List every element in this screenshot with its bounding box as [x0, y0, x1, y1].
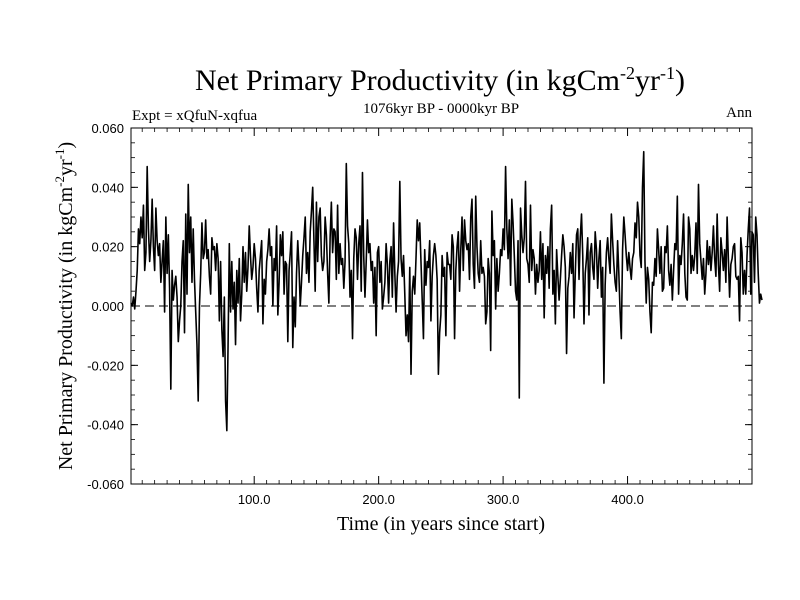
x-axis-label: Time (in years since start) — [337, 513, 545, 535]
y-tick-label: -0.060 — [87, 477, 124, 492]
title-exponent-1: -2 — [620, 63, 635, 83]
title-main: Net Primary Productivity (in kgCm — [195, 64, 620, 97]
ylabel-end: ) — [55, 142, 77, 149]
chart-title: Net Primary Productivity (in kgCm-2yr-1) — [195, 63, 685, 97]
y-tick-label: 0.000 — [91, 299, 124, 314]
ylabel-exponent-2: -1 — [52, 149, 67, 160]
x-axis: 100.0 200.0 300.0 400.0 — [141, 128, 740, 507]
ylabel-main: Net Primary Productivity (in kgCm — [55, 186, 77, 470]
x-tick-label: 200.0 — [362, 492, 395, 507]
ylabel-mid: yr — [55, 159, 77, 176]
y-tick-label: 0.020 — [91, 240, 124, 255]
title-end: ) — [675, 64, 685, 97]
title-exponent-2: -1 — [660, 63, 675, 83]
experiment-label: Expt = xQfuN-xqfua — [132, 108, 257, 124]
npp-series-line — [130, 150, 763, 432]
x-tick-label: 100.0 — [238, 492, 271, 507]
y-axis-label: Net Primary Productivity (in kgCm-2yr-1) — [52, 142, 77, 470]
y-tick-label: -0.040 — [87, 418, 124, 433]
period-label: 1076kyr BP - 0000kyr BP — [363, 101, 519, 117]
y-tick-label: 0.060 — [91, 121, 124, 136]
y-axis: -0.060 -0.040 -0.020 0.000 0.020 0.040 0.060 — [87, 121, 752, 492]
ylabel-exponent-1: -2 — [52, 176, 67, 187]
season-label: Ann — [726, 105, 752, 121]
title-mid: yr — [635, 64, 660, 97]
x-tick-label: 300.0 — [487, 492, 520, 507]
y-tick-label: 0.040 — [91, 180, 124, 195]
x-tick-label: 400.0 — [611, 492, 644, 507]
y-tick-label: -0.020 — [87, 358, 124, 373]
